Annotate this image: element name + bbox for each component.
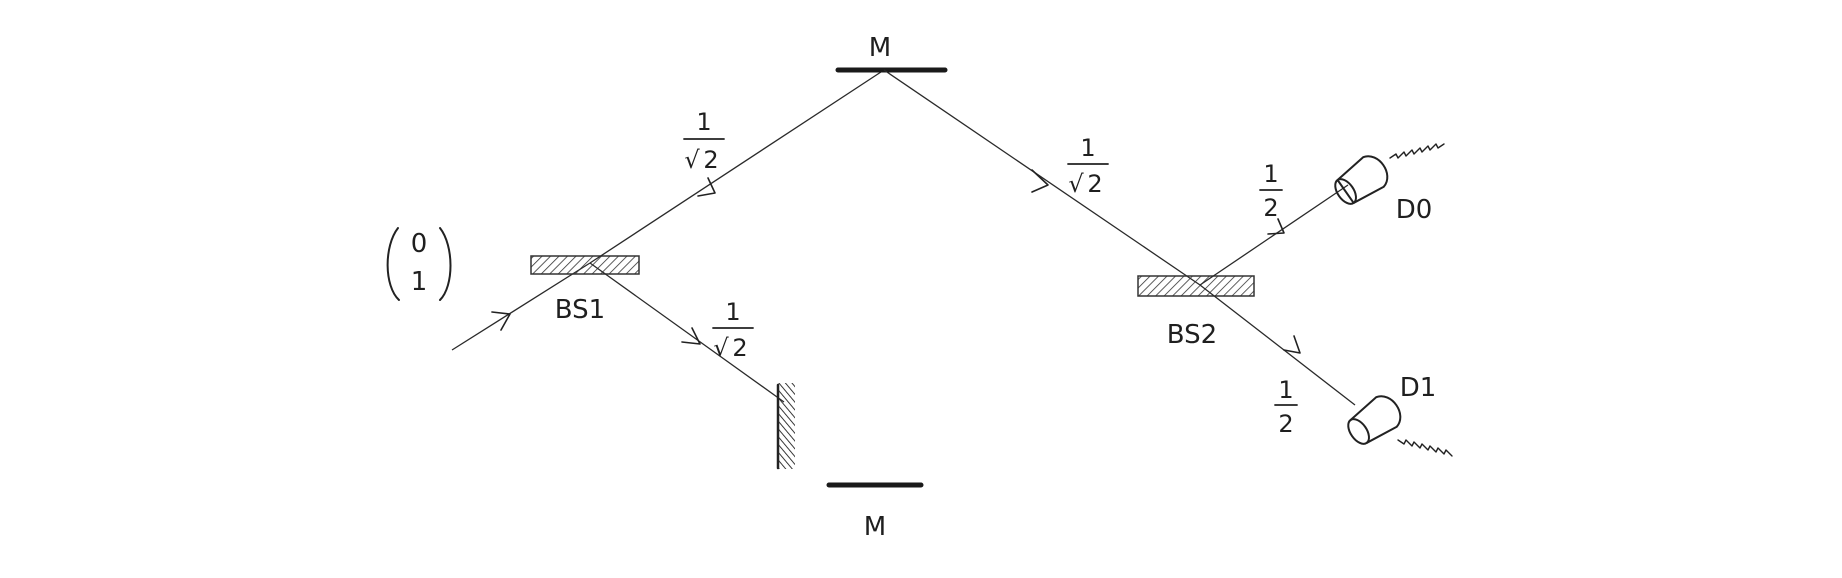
amplitude-label-upper: 1 √ 2 — [683, 108, 725, 174]
beam-splitter-bs1: BS1 — [530, 255, 640, 325]
amp-radical: √ — [713, 334, 729, 362]
bs2-to-d1-beam — [1199, 284, 1356, 406]
arrow-icon — [1031, 169, 1049, 193]
state-top: 0 — [411, 229, 428, 259]
prob-den: 2 — [1278, 410, 1293, 438]
mirror-bottom: M — [826, 482, 924, 542]
bs2-label: BS2 — [1167, 320, 1217, 350]
amp-radical: √ — [684, 146, 700, 174]
state-bottom: 1 — [411, 267, 428, 297]
detector-d0: D0 — [1334, 143, 1445, 225]
detector-icon — [1349, 395, 1402, 444]
amp-den: 2 — [703, 146, 718, 174]
amplitude-label-right: 1 √ 2 — [1067, 134, 1109, 198]
right-paren — [439, 227, 452, 301]
arrow-icon — [697, 177, 716, 197]
lower-arm-beam — [589, 262, 785, 403]
prob-den: 2 — [1263, 194, 1278, 222]
signal-wave-icon — [1389, 143, 1445, 159]
input-state-vector: 0 1 — [386, 227, 452, 301]
d1-label: D1 — [1400, 373, 1437, 403]
prob-num: 1 — [1278, 376, 1293, 404]
mirror-bottom-label: M — [864, 512, 886, 542]
amp-num: 1 — [725, 298, 740, 326]
arrow-icon — [491, 311, 511, 331]
mirror-top-label: M — [869, 33, 891, 63]
mirror-top: M — [835, 33, 948, 73]
beam-splitter-bs2: BS2 — [1137, 275, 1255, 350]
bs2-to-d0-beam — [1199, 184, 1349, 286]
detector-d1: D1 — [1347, 373, 1453, 457]
amp-radical: √ — [1068, 170, 1084, 198]
amp-den: 2 — [1087, 170, 1102, 198]
incoming-beam — [451, 262, 591, 351]
d0-label: D0 — [1396, 195, 1433, 225]
detector-icon — [1336, 155, 1389, 204]
amp-num: 1 — [696, 108, 711, 136]
probability-label-d1: 1 2 — [1274, 376, 1298, 438]
amp-num: 1 — [1080, 134, 1095, 162]
arrow-icon — [1267, 218, 1285, 235]
prob-num: 1 — [1263, 160, 1278, 188]
probability-label-d0: 1 2 — [1259, 160, 1283, 222]
mirror-lower-hatched — [776, 383, 795, 470]
amplitude-label-lower: 1 √ 2 — [712, 298, 754, 362]
amp-den: 2 — [732, 334, 747, 362]
upper-arm-beam — [589, 69, 885, 264]
left-paren — [386, 227, 400, 301]
arrow-icon — [1283, 335, 1301, 354]
bs1-label: BS1 — [555, 295, 605, 325]
arrow-icon — [681, 327, 701, 345]
signal-wave-icon — [1397, 439, 1453, 457]
mirror-to-bs2-beam — [883, 69, 1201, 286]
